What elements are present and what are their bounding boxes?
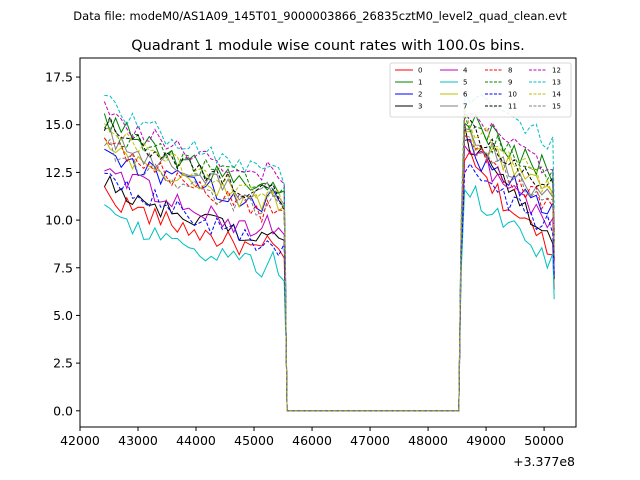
- legend-label-11: 11: [508, 103, 517, 111]
- series-line-14: [103, 108, 555, 412]
- chart-title: Quadrant 1 module wise count rates with …: [131, 38, 525, 54]
- x-tick-label: 43000: [118, 433, 158, 448]
- legend-frame: [389, 62, 572, 118]
- legend-label-8: 8: [508, 67, 512, 75]
- plot-area: [79, 57, 577, 428]
- x-tick-label: 49000: [466, 433, 506, 448]
- series-line-9: [103, 114, 555, 412]
- series-line-8: [104, 133, 555, 412]
- data-file-caption: Data file: modeM0/AS1A09_145T01_90000038…: [73, 9, 567, 23]
- x-tick-label: 50000: [524, 433, 564, 448]
- y-tick-label: 2.5: [53, 356, 73, 371]
- y-tick-label: 0.0: [53, 403, 73, 418]
- x-tick-label: 47000: [350, 433, 390, 448]
- legend-label-12: 12: [552, 67, 561, 75]
- legend-label-1: 1: [418, 79, 422, 87]
- series-line-7: [104, 126, 555, 412]
- series-line-3: [103, 124, 555, 412]
- y-tick-label: 12.5: [45, 165, 73, 180]
- legend-label-9: 9: [508, 79, 512, 87]
- legend-label-6: 6: [463, 91, 468, 99]
- y-tick-label: 10.0: [45, 213, 73, 228]
- series-line-4: [104, 144, 555, 412]
- legend-label-7: 7: [463, 103, 467, 111]
- y-axis: 0.0 2.5 5.0 7.5 10.0 12.5 15.0 17.5: [45, 70, 80, 418]
- axes-frame: [79, 57, 577, 428]
- legend-label-2: 2: [418, 91, 422, 99]
- y-tick-label: 7.5: [53, 260, 73, 275]
- x-tick-label: 48000: [408, 433, 448, 448]
- legend-label-3: 3: [418, 103, 422, 111]
- y-tick-label: 5.0: [53, 308, 73, 323]
- legend-label-4: 4: [463, 67, 468, 75]
- y-tick-label: 15.0: [45, 117, 73, 132]
- x-offset-label: +3.377e8: [513, 454, 575, 469]
- legend-label-10: 10: [508, 91, 517, 99]
- x-tick-label: 42000: [60, 433, 100, 448]
- series-line-6: [103, 130, 555, 412]
- legend-label-0: 0: [418, 67, 422, 75]
- x-axis: 42000 43000 44000 45000 46000 47000 48000 49000…: [60, 427, 564, 448]
- legend-label-15: 15: [552, 103, 561, 111]
- legend-label-13: 13: [552, 79, 561, 87]
- series-line-5: [104, 184, 555, 412]
- legend-label-14: 14: [552, 91, 561, 99]
- x-tick-label: 45000: [234, 433, 274, 448]
- series-layer: [103, 91, 555, 412]
- x-tick-label: 46000: [292, 433, 332, 448]
- series-line-15: [104, 134, 555, 412]
- x-tick-label: 44000: [176, 433, 216, 448]
- series-line-10: [104, 162, 555, 412]
- legend-label-5: 5: [463, 79, 467, 87]
- series-line-0: [103, 149, 555, 412]
- series-line-12: [103, 101, 555, 412]
- y-tick-label: 17.5: [45, 70, 73, 85]
